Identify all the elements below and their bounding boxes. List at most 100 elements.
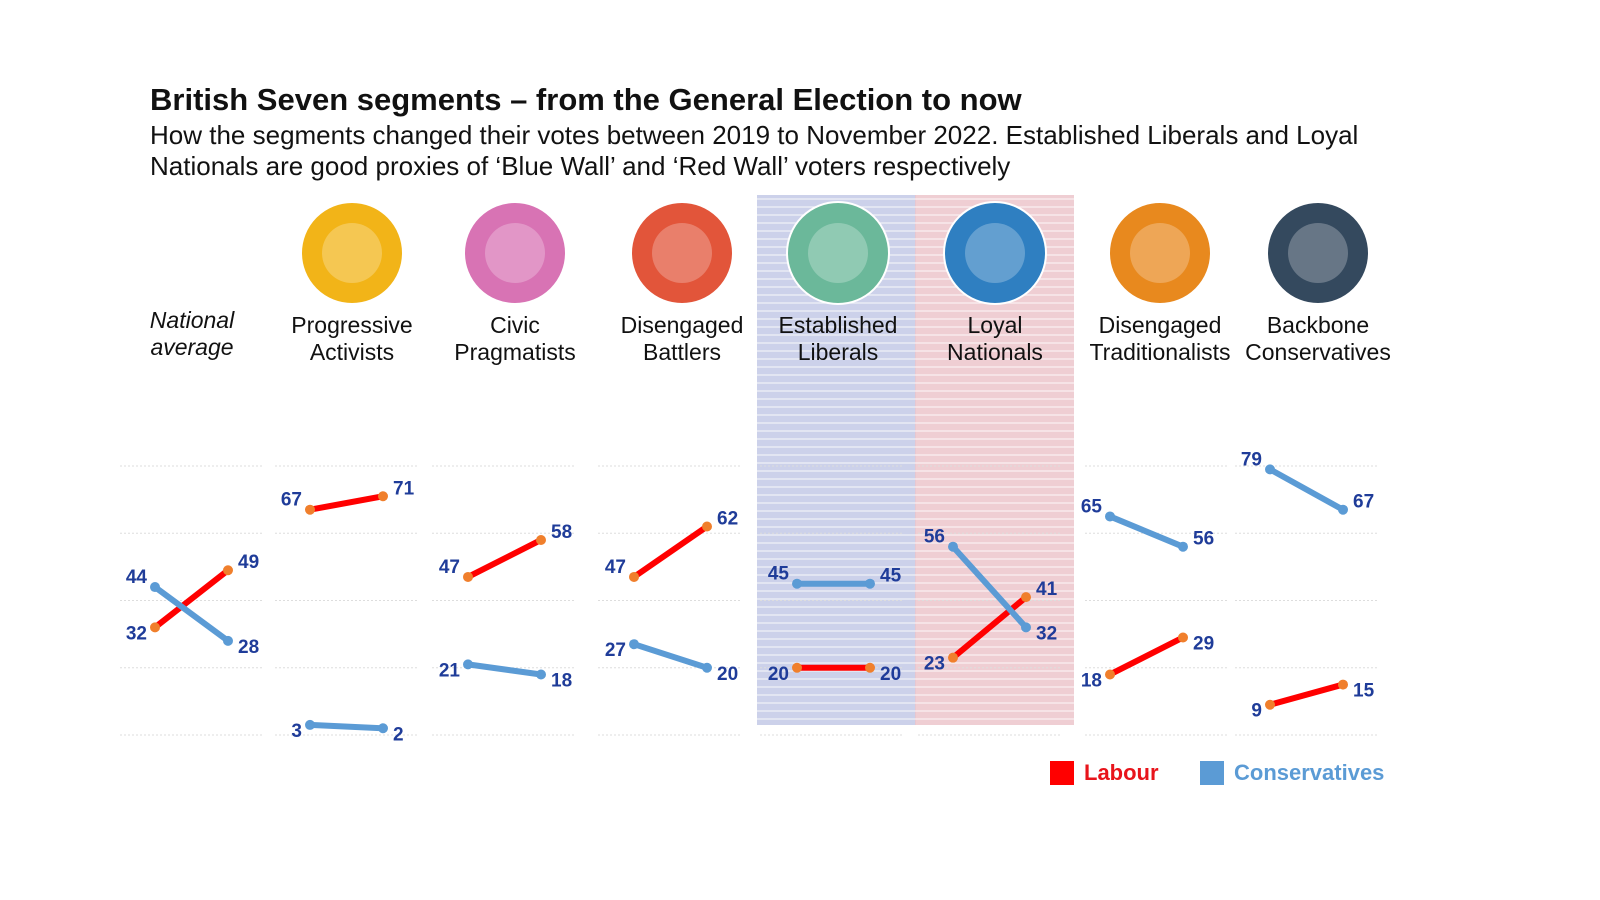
conservatives-line [950,543,1029,631]
conservatives-label-start: 79 [1241,449,1262,470]
labour-line [631,523,710,580]
labour-point-start [305,504,315,515]
conservatives-point-end [1021,622,1031,633]
conservatives-label-start: 56 [924,527,945,548]
labour-label-end: 41 [1036,579,1058,600]
labour-line [1107,634,1186,678]
conservatives-label-end: 56 [1193,529,1214,550]
labour-point-end [223,565,233,576]
legend-label-labour: Labour [1084,760,1159,785]
conservatives-label-start: 44 [126,567,148,588]
conservatives-point-end [223,635,233,646]
conservatives-label-start: 21 [439,660,461,681]
labour-line [152,567,231,631]
segment-icon-detail [485,223,545,283]
segment-icon-detail [652,223,712,283]
conservatives-point-end [702,662,712,673]
conservatives-line [631,641,710,671]
conservatives-point-start [305,719,315,730]
labour-point-start [1105,669,1115,680]
segment-name: Battlers [643,339,721,365]
conservatives-label-end: 67 [1353,492,1374,513]
conservatives-point-start [1105,511,1115,522]
conservatives-label-start: 3 [291,721,302,742]
legend-labour: Labour [1050,760,1159,786]
segment-icon-detail [808,223,868,283]
conservatives-label-start: 45 [768,564,790,585]
conservatives-point-end [1178,541,1188,552]
conservatives-point-end [378,723,388,734]
conservatives-line [465,661,544,678]
labour-label-start: 47 [439,557,460,578]
segment-name: Established [779,312,898,338]
conservatives-label-end: 18 [551,670,572,691]
segment-name: Loyal [968,312,1023,338]
segment-name: Backbone [1267,312,1369,338]
conservatives-point-end [865,578,875,589]
labour-point-start [629,571,639,582]
conservatives-line [1267,466,1346,513]
segment-name: Civic [490,312,540,338]
labour-label-end: 62 [717,509,738,530]
labour-point-end [865,662,875,673]
conservatives-point-start [629,639,639,650]
segment-name: Activists [310,339,394,365]
labour-point-start [948,652,958,663]
labour-point-start [150,622,160,633]
labour-label-end: 15 [1353,681,1375,702]
labour-label-start: 23 [924,654,945,675]
conservatives-line [1107,513,1186,550]
segment-icon [1108,201,1212,305]
chart-title: British Seven segments – from the Genera… [150,82,1022,117]
legend-swatch-labour [1050,761,1074,785]
segment-icon-detail [322,223,382,283]
conservatives-point-start [948,541,958,552]
labour-point-end [378,491,388,502]
conservatives-line [152,584,231,644]
segment-name: Progressive [291,312,412,338]
labour-line [465,536,544,580]
segment-name: Traditionalists [1089,339,1230,365]
legend-conservatives: Conservatives [1200,760,1384,786]
labour-point-end [1338,679,1348,690]
conservatives-point-end [536,669,546,680]
labour-label-end: 29 [1193,633,1214,654]
segment-name: Liberals [798,339,879,365]
segment-name: Disengaged [1099,312,1222,338]
legend-swatch-conservatives [1200,761,1224,785]
labour-label-start: 47 [605,557,626,578]
labour-label-start: 20 [768,664,789,685]
conservatives-label-end: 32 [1036,623,1057,644]
labour-point-end [1021,592,1031,603]
segment-icon [463,201,567,305]
labour-point-end [702,521,712,532]
segment-name: Disengaged [621,312,744,338]
labour-label-start: 18 [1081,670,1102,691]
conservatives-point-start [150,582,160,593]
segment-icon [300,201,404,305]
segment-icon [943,201,1047,305]
conservatives-label-end: 2 [393,724,404,745]
segment-icon-detail [1130,223,1190,283]
labour-label-end: 58 [551,522,572,543]
conservatives-label-end: 45 [880,566,902,587]
segment-icon-detail [965,223,1025,283]
conservatives-line [307,721,386,732]
labour-label-end: 71 [393,478,415,499]
labour-line [950,594,1029,661]
conservatives-point-start [1265,464,1275,475]
labour-point-start [792,662,802,673]
conservatives-point-start [792,578,802,589]
conservatives-label-end: 28 [238,637,259,658]
conservatives-point-start [463,659,473,670]
labour-line [307,493,386,513]
segment-name: Nationals [947,339,1043,365]
segment-name: Conservatives [1245,339,1391,365]
labour-point-start [463,571,473,582]
labour-point-end [1178,632,1188,643]
segment-icon [786,201,890,305]
segment-name: National [150,307,235,333]
conservatives-point-end [1338,504,1348,515]
labour-point-end [536,534,546,545]
